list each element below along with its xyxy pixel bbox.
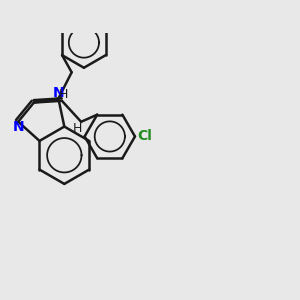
Text: H: H: [59, 88, 68, 101]
Text: Cl: Cl: [137, 130, 152, 143]
Text: N: N: [12, 120, 24, 134]
Text: H: H: [73, 122, 82, 135]
Text: N: N: [52, 86, 64, 100]
